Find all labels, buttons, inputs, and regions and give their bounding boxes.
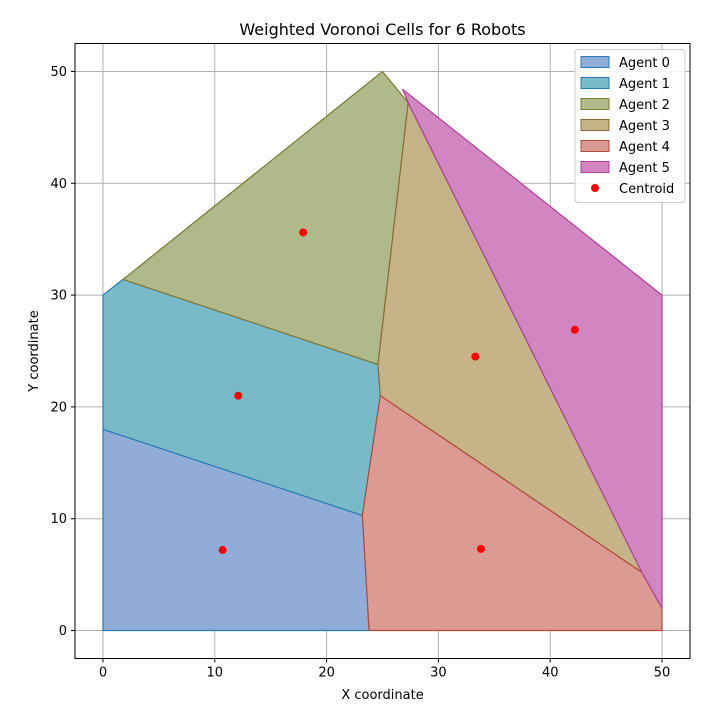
legend-label-agent-1: Agent 1 (619, 77, 670, 92)
centroid-point-0 (218, 546, 227, 555)
legend-swatch-agent-4 (580, 140, 610, 152)
legend-label-agent-0: Agent 0 (619, 56, 670, 71)
x-tick-label: 50 (654, 666, 671, 681)
x-tick-label: 10 (206, 666, 223, 681)
legend-label-centroid: Centroid (619, 182, 674, 197)
plot-frame (74, 43, 691, 659)
legend-swatch-agent-1 (580, 77, 610, 89)
y-axis-label: Y coordinate (27, 310, 42, 392)
legend-label-agent-5: Agent 5 (619, 161, 670, 176)
legend-swatch-agent-2 (580, 98, 610, 110)
centroid-point-5 (570, 325, 579, 334)
centroid-point-1 (234, 391, 243, 400)
legend-swatch-agent-0 (580, 56, 610, 68)
x-tick-label: 30 (430, 666, 447, 681)
x-tick-label: 40 (542, 666, 559, 681)
x-tick-label: 20 (318, 666, 335, 681)
y-tick-label: 40 (50, 177, 67, 192)
y-tick-label: 50 (50, 65, 67, 80)
chart-title: Weighted Voronoi Cells for 6 Robots (239, 20, 525, 39)
x-tick-label: 0 (99, 666, 107, 681)
centroid-point-4 (476, 544, 485, 553)
voronoi-cell-agent-5 (402, 88, 663, 609)
voronoi-cells (102, 70, 663, 632)
legend: Agent 0 Agent 1 Agent 2 Agent 3 Agent 4 Agent… (574, 49, 686, 203)
centroid-point-3 (471, 352, 480, 361)
legend-label-agent-3: Agent 3 (619, 119, 670, 134)
axis-ticks: 0 10 20 30 40 50 0 10 20 30 40 50 (50, 65, 670, 681)
legend-swatch-agent-3 (580, 119, 610, 131)
centroid-point-2 (299, 228, 308, 237)
legend-label-agent-4: Agent 4 (619, 140, 670, 155)
legend-marker-centroid (591, 184, 599, 192)
x-axis-label: X coordinate (341, 688, 423, 703)
y-tick-label: 30 (50, 289, 67, 304)
y-tick-label: 20 (50, 400, 67, 415)
y-tick-label: 10 (50, 512, 67, 527)
legend-swatch-agent-5 (580, 161, 610, 173)
legend-label-agent-2: Agent 2 (619, 98, 670, 113)
y-tick-label: 0 (59, 624, 67, 639)
centroid-points (218, 228, 579, 555)
